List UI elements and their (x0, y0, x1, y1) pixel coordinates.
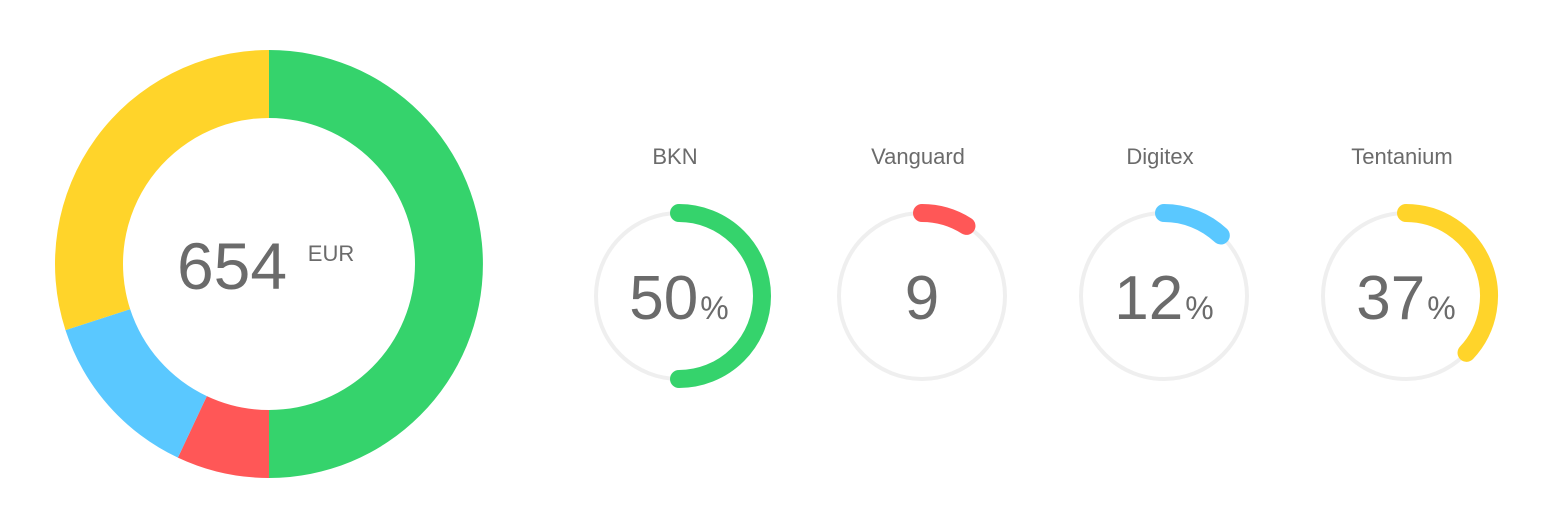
gauge-progress-arc (1397, 204, 1498, 362)
gauge-progress-arc (1155, 204, 1230, 245)
donut-slice (269, 50, 483, 478)
gauge-unit: % (1427, 290, 1455, 326)
gauge-title: Digitex (1126, 144, 1193, 169)
gauge-progress-arc (670, 204, 771, 388)
donut-center-value: 654 (177, 229, 287, 303)
gauge-row: BKN 50% Vanguard 9 Digitex 12% Tentanium 37% (594, 144, 1498, 388)
donut-slice (65, 309, 207, 458)
donut-slice (54, 50, 269, 331)
donut-slice (177, 396, 269, 478)
gauge-title: Tentanium (1351, 144, 1453, 169)
donut-chart (54, 50, 483, 478)
gauge-title: BKN (652, 144, 697, 169)
gauge-value: 9 (905, 264, 939, 333)
gauge-vanguard: Vanguard 9 (837, 144, 1007, 381)
gauge-unit: % (1185, 290, 1213, 326)
gauge-tentanium: Tentanium 37% (1321, 144, 1498, 381)
gauge-bkn: BKN 50% (594, 144, 771, 388)
gauge-title: Vanguard (871, 144, 965, 169)
gauge-digitex: Digitex 12% (1079, 144, 1249, 381)
gauge-value: 12% (1114, 264, 1213, 333)
gauge-value: 50% (629, 264, 728, 333)
gauge-progress-arc (913, 204, 976, 235)
gauge-value: 37% (1356, 264, 1455, 333)
donut-center-unit: EUR (308, 241, 354, 266)
gauge-unit: % (700, 290, 728, 326)
